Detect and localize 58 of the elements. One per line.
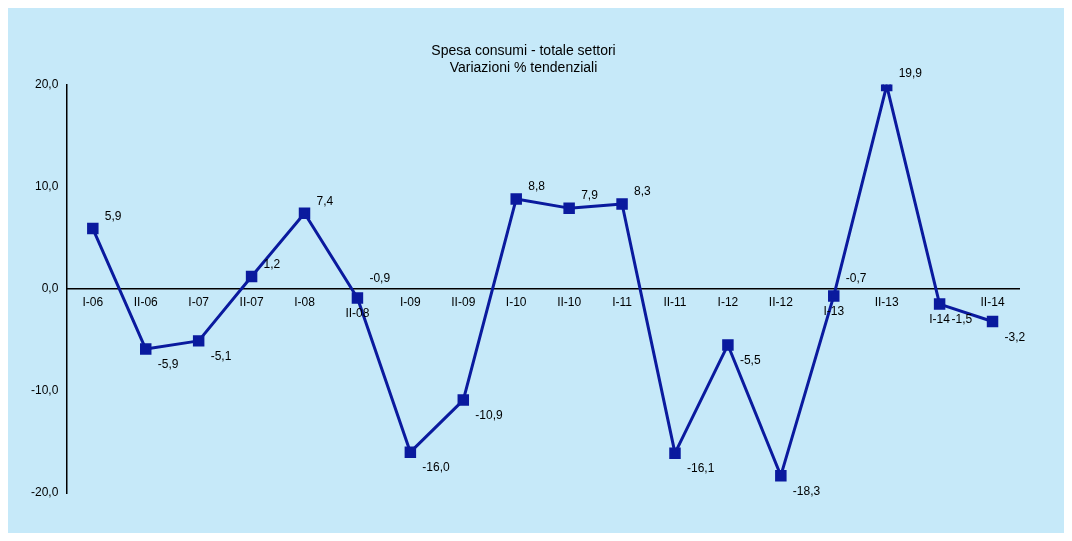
data-label: -18,3 bbox=[792, 483, 821, 498]
point bbox=[669, 447, 681, 459]
point bbox=[563, 202, 575, 214]
data-label: 19,9 bbox=[898, 65, 923, 80]
x-tick-label: II-11 bbox=[663, 295, 687, 310]
point bbox=[351, 292, 364, 304]
x-tick-label: II-06 bbox=[133, 295, 159, 310]
x-tick-label: I-14 bbox=[929, 312, 951, 327]
point bbox=[722, 339, 734, 351]
y-tick-label: 20,0 bbox=[34, 76, 59, 91]
point bbox=[457, 394, 470, 406]
data-label: 5,9 bbox=[104, 208, 122, 223]
x-tick-label: I-11 bbox=[612, 295, 633, 310]
x-tick-label: II-07 bbox=[239, 295, 264, 310]
data-label: -3,2 bbox=[1004, 329, 1026, 344]
x-tick-label: II-09 bbox=[451, 295, 476, 310]
point bbox=[510, 193, 522, 205]
data-label: 8,3 bbox=[634, 184, 652, 199]
y-tick-label: 10,0 bbox=[34, 179, 59, 194]
data-label: -16,1 bbox=[686, 461, 715, 476]
x-tick-label: I-08 bbox=[294, 295, 316, 310]
point bbox=[298, 207, 311, 219]
data-label: -5,9 bbox=[157, 357, 179, 372]
x-tick-label: I-07 bbox=[188, 295, 210, 310]
point bbox=[245, 270, 258, 283]
point bbox=[986, 315, 999, 328]
data-label: 7,4 bbox=[316, 193, 334, 208]
point bbox=[616, 198, 628, 210]
x-tick-label: I-06 bbox=[82, 295, 104, 310]
data-label: -10,9 bbox=[475, 408, 503, 423]
data-label: -5,5 bbox=[739, 353, 761, 368]
point bbox=[828, 290, 840, 302]
data-label: 7,9 bbox=[581, 188, 599, 203]
point bbox=[87, 222, 99, 235]
point bbox=[192, 335, 205, 347]
y-tick-label: -10,0 bbox=[30, 383, 59, 398]
x-tick-label: I-10 bbox=[505, 295, 527, 310]
data-label: -5,1 bbox=[210, 349, 232, 364]
y-tick-label: -20,0 bbox=[30, 485, 59, 500]
point bbox=[140, 343, 152, 355]
chart-title: Spesa consumi - totale settori bbox=[431, 42, 616, 59]
data-label: 1,2 bbox=[263, 256, 281, 271]
data-label: -0,9 bbox=[369, 271, 391, 286]
x-tick-label: II-10 bbox=[557, 295, 582, 310]
point bbox=[933, 298, 946, 310]
chart-subtitle: Variazioni % tendenziali bbox=[449, 59, 598, 76]
data-label: -0,7 bbox=[845, 271, 867, 286]
point bbox=[404, 446, 417, 458]
point bbox=[775, 469, 787, 482]
x-tick-label: II-14 bbox=[980, 295, 1005, 310]
data-label: -1,5 bbox=[951, 312, 973, 327]
x-tick-label: II-12 bbox=[768, 295, 794, 310]
x-tick-label: I-12 bbox=[717, 295, 739, 310]
data-label: -16,0 bbox=[422, 460, 451, 475]
x-tick-label: II-13 bbox=[874, 295, 900, 310]
x-tick-label: I-09 bbox=[400, 295, 422, 310]
data-label: 8,8 bbox=[528, 179, 546, 194]
y-tick-label: 0,0 bbox=[41, 281, 59, 296]
